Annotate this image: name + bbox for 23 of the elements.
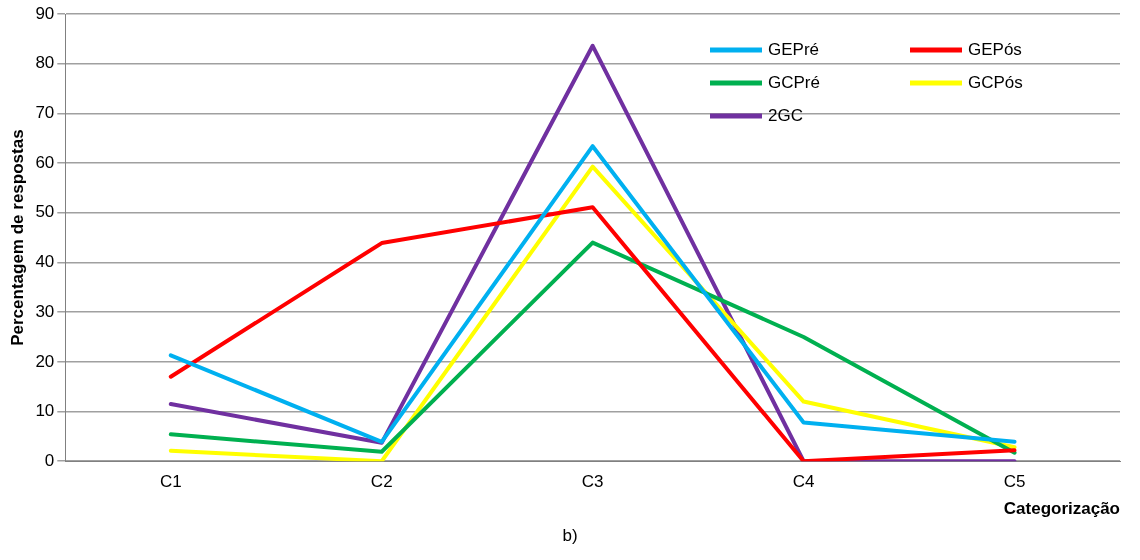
y-tick-label: 70: [35, 103, 55, 123]
legend-label: GCPré: [768, 72, 820, 92]
y-tick-label: 90: [35, 3, 55, 23]
x-axis-title: Categorização: [1003, 499, 1120, 519]
y-tick-label: 60: [35, 152, 55, 172]
legend-label: GCPós: [968, 72, 1023, 92]
x-tick-label: C5: [1003, 472, 1026, 492]
x-tick-label: C3: [581, 472, 604, 492]
y-axis-title: Percentagem de respostas: [7, 129, 27, 346]
y-tick-label: 0: [44, 450, 55, 470]
y-tick-label: 10: [35, 401, 55, 421]
y-tick-label: 80: [35, 53, 55, 73]
x-tick-label: C4: [792, 472, 815, 492]
legend-label: 2GC: [768, 105, 803, 125]
legend-label: GEPós: [968, 39, 1022, 59]
x-tick-label: C2: [370, 472, 393, 492]
legend-label: GEPré: [768, 39, 820, 59]
text: b): [561, 526, 579, 546]
y-tick-label: 40: [35, 252, 55, 272]
y-tick-label: 50: [35, 202, 55, 222]
x-tick-label: C1: [159, 472, 182, 492]
y-tick-label: 30: [35, 301, 55, 321]
y-tick-label: 20: [35, 351, 55, 371]
